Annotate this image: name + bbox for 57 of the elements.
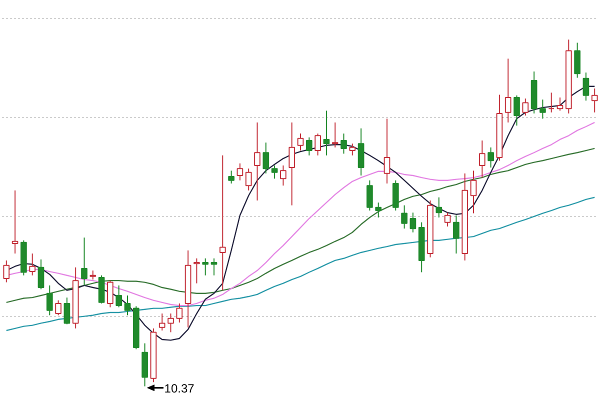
candlestick [574,42,580,78]
candlestick [236,162,244,181]
candlestick [210,258,218,276]
candlestick [55,300,62,316]
candlestick [306,136,312,156]
candlestick [262,142,270,174]
candlestick [410,212,416,233]
candlestick [219,154,226,291]
candlestick [540,99,546,120]
candlestick [384,118,390,184]
candlestick [522,98,529,116]
candlestick [3,260,10,283]
candlestick [488,146,494,168]
candlestick [504,58,512,123]
candlestick [314,133,321,156]
candlestick [323,110,330,156]
candlestick [38,258,44,290]
candlestick [254,122,260,201]
candlestick [453,214,460,254]
candlestick [366,180,373,212]
candlestick [46,284,53,316]
candlestick [81,237,88,286]
candlestick [332,122,338,148]
candlestick [358,128,364,176]
candlestick [29,253,36,276]
candlestick [158,313,166,331]
candlestick [375,202,382,218]
candlestick [90,270,96,280]
candlestick [12,190,18,254]
candlestick [591,88,598,113]
candlestick [582,72,590,102]
candlestick [280,164,286,186]
candlestick [271,164,278,180]
candlestick [548,92,555,113]
candlestick [514,94,520,126]
candlestick [401,204,408,230]
candlestick [202,258,209,276]
candlestick [116,284,122,308]
candlestick [124,294,131,316]
candlestick [64,297,70,325]
candlestick [436,196,442,218]
candlestick [176,302,183,324]
candlestick [444,212,451,227]
candlestick [340,133,347,154]
candlestick [245,168,252,191]
annotation: 10.37 [164,381,195,396]
candlestick [168,313,174,333]
candlestick [288,122,296,206]
candlestick [297,133,304,152]
candlestick [470,170,477,214]
candlestick [107,280,114,308]
candlestick [478,140,486,178]
candlestick [228,170,234,184]
candlestick [556,97,564,112]
candlestick [194,258,200,284]
candlestick [349,143,356,156]
candlestick [392,180,399,212]
